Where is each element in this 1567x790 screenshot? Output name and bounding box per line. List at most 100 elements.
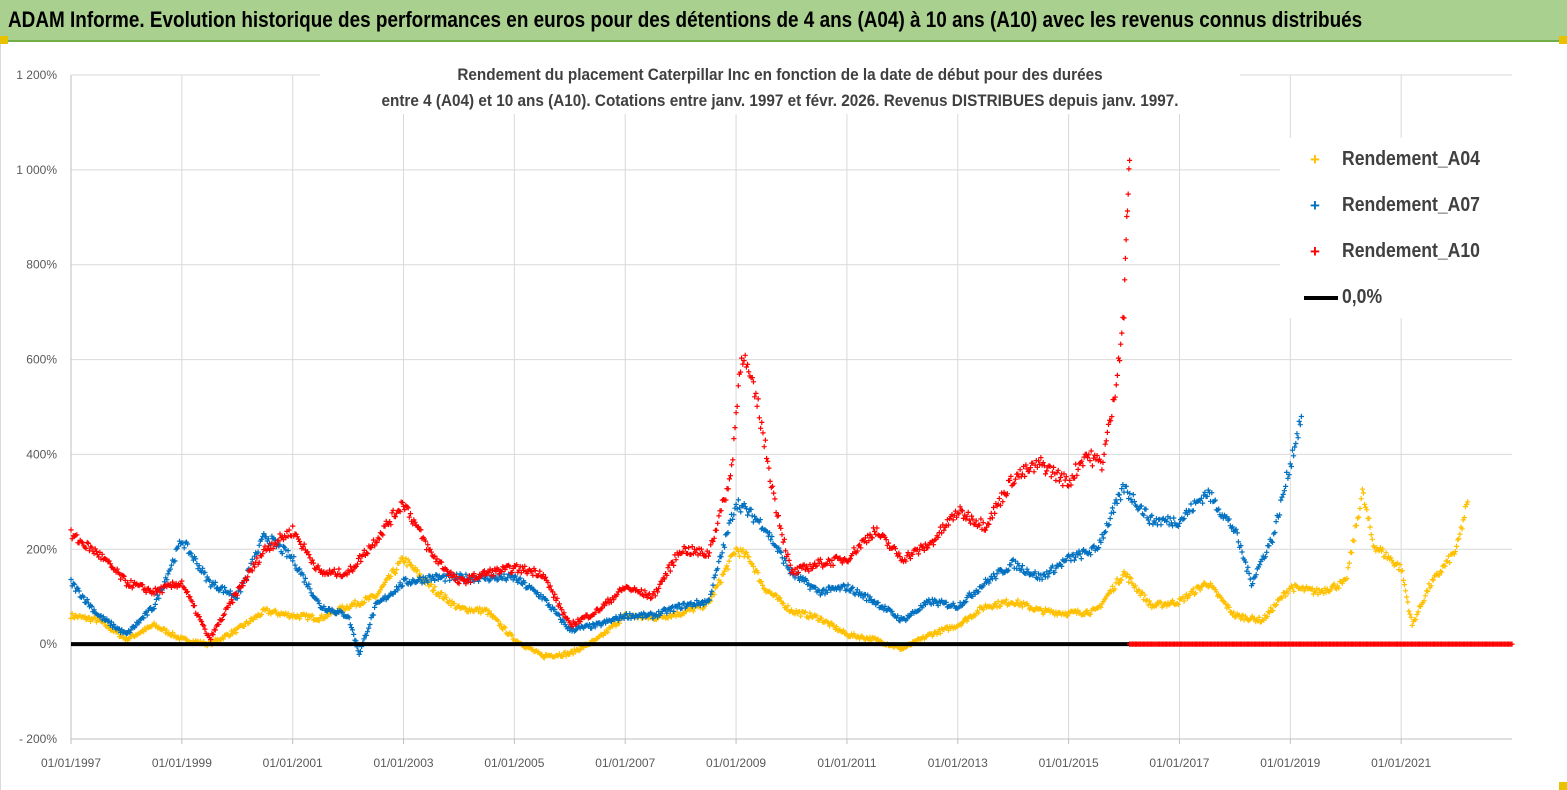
data-point (432, 584, 438, 590)
data-point (1123, 237, 1129, 243)
data-point (556, 612, 562, 618)
data-point (733, 410, 739, 416)
data-point (726, 558, 732, 564)
data-point (638, 587, 644, 593)
data-point (524, 571, 530, 577)
data-point (1357, 505, 1363, 512)
data-point (999, 567, 1005, 573)
data-point (307, 586, 313, 592)
data-point (935, 534, 941, 540)
data-point (1184, 511, 1191, 517)
data-point (935, 602, 941, 609)
data-point (544, 597, 550, 603)
data-point (463, 571, 469, 577)
data-point (671, 562, 677, 568)
data-point (1014, 600, 1020, 606)
data-point (463, 581, 469, 587)
data-point (977, 522, 983, 528)
data-point (748, 506, 754, 512)
data-point (779, 532, 785, 538)
data-point (387, 519, 393, 525)
data-point (614, 592, 620, 598)
data-point (1114, 576, 1120, 582)
data-point (644, 594, 650, 601)
data-point (1356, 514, 1362, 520)
data-point (545, 579, 551, 586)
data-point (741, 358, 747, 364)
data-point (773, 592, 780, 598)
data-point (963, 599, 969, 605)
data-point (321, 603, 327, 610)
data-point (960, 515, 967, 521)
data-point (334, 573, 340, 579)
data-point (351, 631, 357, 637)
data-point (706, 597, 713, 603)
data-point (1127, 157, 1133, 163)
data-point (915, 551, 922, 557)
data-point (984, 524, 990, 530)
data-point (1415, 609, 1421, 615)
data-point (1264, 613, 1270, 619)
data-point (1425, 588, 1431, 595)
data-point (502, 625, 508, 631)
data-point (302, 575, 308, 581)
data-point (107, 561, 113, 567)
data-point (740, 361, 746, 367)
data-point (671, 608, 677, 614)
data-point (227, 588, 233, 594)
data-point (552, 591, 558, 597)
data-point (889, 608, 895, 614)
data-point (1112, 586, 1118, 592)
data-point (252, 564, 258, 570)
data-point (830, 562, 836, 568)
data-point (1127, 490, 1133, 497)
data-point (1119, 330, 1125, 336)
data-point (1355, 515, 1361, 521)
data-point (637, 591, 643, 597)
data-point (616, 620, 623, 626)
data-point (285, 610, 291, 617)
data-point (68, 527, 74, 533)
data-point (1026, 468, 1032, 474)
data-point (680, 549, 686, 555)
data-point (308, 590, 314, 596)
data-point (726, 476, 732, 482)
data-point (1280, 491, 1286, 497)
x-tick-label: 01/01/2021 (1371, 756, 1431, 770)
data-point (941, 527, 947, 533)
y-tick-label: 800% (26, 258, 57, 272)
data-point (621, 615, 627, 621)
data-point (145, 585, 151, 591)
data-point (837, 587, 843, 593)
data-point (301, 541, 307, 547)
data-point (956, 511, 962, 517)
data-point (861, 538, 867, 545)
data-point (478, 574, 484, 580)
data-point (1123, 483, 1129, 489)
data-point (432, 553, 438, 559)
data-point (818, 615, 825, 621)
data-point (910, 551, 916, 557)
data-point (1101, 451, 1107, 457)
data-point (1290, 585, 1296, 591)
data-point (372, 543, 378, 549)
data-point (1283, 483, 1289, 489)
data-point (1102, 441, 1108, 447)
data-point (772, 496, 778, 502)
data-point (1200, 500, 1206, 506)
data-point (795, 569, 801, 576)
data-point (1103, 438, 1109, 444)
data-point (1112, 394, 1118, 400)
data-point (1451, 551, 1457, 557)
data-point (719, 550, 725, 556)
data-point (363, 632, 369, 638)
data-point (1060, 483, 1066, 489)
data-point (824, 619, 830, 625)
data-point (897, 554, 903, 560)
data-point (226, 633, 232, 639)
data-point (1246, 570, 1252, 577)
data-point (1301, 588, 1307, 594)
data-point (755, 570, 761, 576)
data-point (216, 621, 222, 627)
y-tick-label: 200% (26, 542, 57, 556)
